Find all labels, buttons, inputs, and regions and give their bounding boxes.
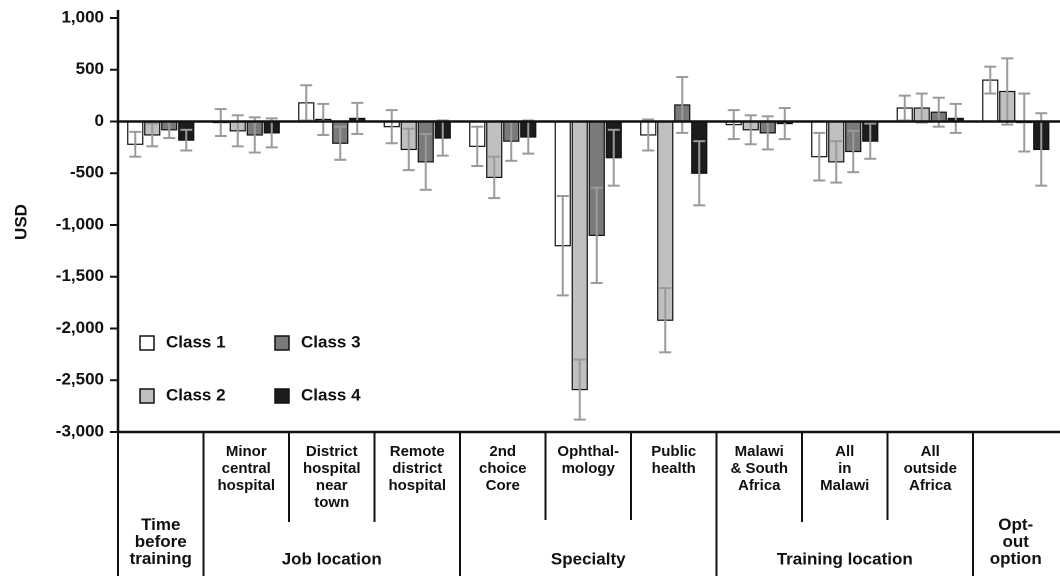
x-tick-label: 2nd choice Core [479, 443, 527, 494]
x-tick-label: Remote district hospital [388, 443, 446, 494]
legend-label: Class 2 [166, 385, 226, 404]
x-tick-label-line: mology [562, 460, 616, 477]
x-tick-label: Public health [651, 443, 696, 477]
x-tick-label-line: hospital [217, 477, 275, 494]
error-bar [778, 107, 791, 141]
x-tick-label-line: Public [651, 443, 696, 460]
x-tick-label-line: District [306, 443, 358, 460]
x-tick-label: All outside Africa [904, 443, 957, 494]
error-bar [488, 155, 501, 200]
x-tick-label-line: Africa [909, 477, 952, 494]
error-bar [659, 287, 672, 354]
x-tick-label: District hospital near town [303, 443, 361, 511]
x-tick-label-line: Minor [226, 443, 267, 460]
error-bar [727, 109, 740, 141]
error-bar [1001, 57, 1014, 126]
error-bar [419, 132, 432, 191]
group-label: Specialty [551, 549, 626, 568]
error-bar [607, 128, 620, 187]
x-tick-label: Minor central hospital [217, 443, 275, 494]
x-tick-label-line: hospital [388, 477, 446, 494]
error-bar [265, 117, 278, 149]
legend-swatch [139, 335, 155, 351]
x-tick-label-line: Core [486, 477, 520, 494]
y-tick-label: -2,500 [56, 370, 104, 389]
x-tick-label-line: Malawi [735, 443, 784, 460]
legend-label: Class 4 [301, 385, 361, 404]
error-bar [864, 122, 877, 160]
x-tick-label-line: before [135, 532, 187, 551]
y-tick-label: -2,000 [56, 318, 104, 337]
x-tick-label-line: Ophthal- [557, 443, 619, 460]
group-label: Training location [777, 549, 913, 568]
x-tick-label-line: Africa [738, 477, 781, 494]
error-bar [984, 65, 997, 95]
y-tick-label: 500 [76, 59, 104, 78]
y-tick-label: -1,500 [56, 266, 104, 285]
error-bar [573, 358, 586, 421]
legend-label: Class 1 [166, 332, 226, 351]
error-bar [334, 125, 347, 161]
x-tick-label: All in Malawi [820, 443, 869, 494]
x-tick-label-line: choice [479, 460, 527, 477]
legend-swatch [139, 388, 155, 404]
x-tick-label-line: out [1003, 532, 1030, 551]
x-tick-label-line: option [990, 549, 1042, 568]
x-tick-label: Time before training [130, 515, 192, 568]
error-bar [744, 114, 757, 146]
x-tick-label-line: central [222, 460, 271, 477]
x-tick-label-line: hospital [303, 460, 361, 477]
y-tick-label: 1,000 [61, 7, 104, 26]
error-bar [642, 118, 655, 152]
error-bar [676, 75, 689, 134]
x-tick-label: Malawi & South Africa [731, 443, 789, 494]
legend-label: Class 3 [301, 332, 361, 351]
error-bar [146, 122, 159, 148]
x-tick-label-line: All [835, 443, 854, 460]
error-bar [693, 140, 706, 207]
error-bar [351, 101, 364, 135]
x-tick-label-line: district [392, 460, 442, 477]
x-tick-label-line: town [314, 494, 349, 511]
x-tick-label-line: near [316, 477, 348, 494]
y-tick-label: -3,000 [56, 421, 104, 440]
error-bar [556, 195, 569, 297]
error-bar [385, 109, 398, 145]
x-tick-label-line: training [130, 549, 192, 568]
error-bar [317, 102, 330, 136]
x-tick-label-line: All [921, 443, 940, 460]
error-bar [129, 130, 142, 158]
error-bar [590, 186, 603, 284]
x-tick-label: Opt-out option [990, 515, 1042, 568]
y-axis-label: USD [11, 204, 30, 240]
bar [571, 120, 588, 391]
error-bar [402, 127, 415, 172]
x-tick-label-line: health [652, 460, 696, 477]
error-bar [813, 131, 826, 182]
error-bar [1035, 112, 1048, 187]
y-tick-label: -500 [70, 163, 104, 182]
y-tick-label: 0 [95, 111, 104, 130]
x-tick-label-line: 2nd [489, 443, 516, 460]
x-tick-label-line: Opt- [998, 515, 1033, 534]
x-tick-label-line: Time [141, 515, 180, 534]
x-tick-label-line: Malawi [820, 477, 869, 494]
error-bar [830, 140, 843, 184]
y-tick-label: -1,000 [56, 214, 104, 233]
error-bar [471, 125, 484, 168]
legend-swatch [274, 335, 290, 351]
group-label: Job location [282, 549, 382, 568]
x-tick-label-line: outside [904, 460, 957, 477]
x-tick-label-line: & South [731, 460, 789, 477]
x-tick-label-line: Remote [390, 443, 445, 460]
error-bar [180, 128, 193, 152]
x-tick-label: Ophthal-mology [557, 443, 619, 477]
error-bar [248, 116, 261, 154]
error-bar [949, 102, 962, 134]
legend-swatch [274, 388, 290, 404]
x-tick-label-line: in [838, 460, 851, 477]
error-bar [847, 129, 860, 174]
